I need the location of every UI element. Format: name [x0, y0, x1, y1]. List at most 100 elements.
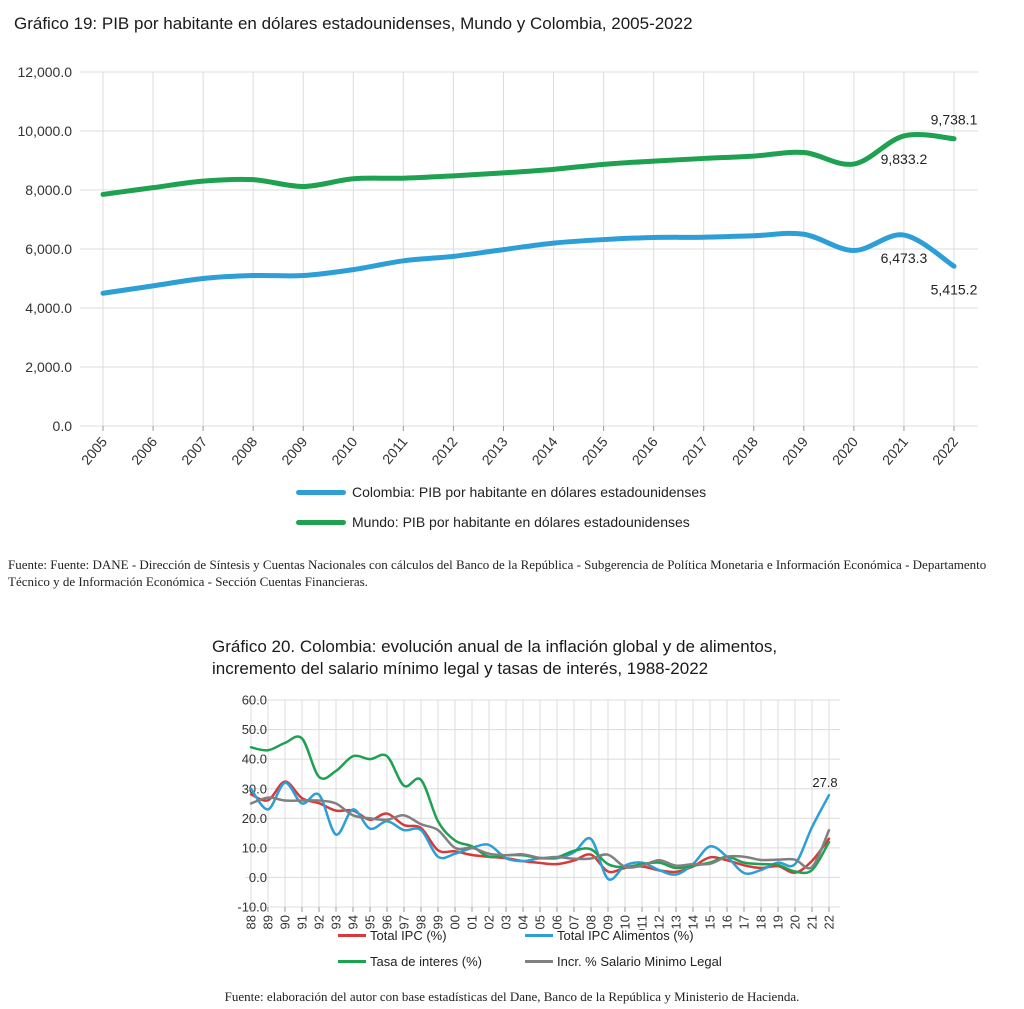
x-tick-label: 1996 — [380, 915, 395, 930]
legend-swatch — [525, 960, 553, 963]
x-tick-label: 2013 — [478, 433, 510, 467]
data-label: 27.8 — [812, 775, 837, 790]
y-tick-label: 6,000.0 — [25, 241, 72, 257]
x-tick-label: 1992 — [312, 915, 327, 930]
x-tick-label: 1997 — [397, 915, 412, 930]
x-tick-label: 2019 — [779, 433, 811, 467]
x-tick-label: 2008 — [584, 915, 599, 930]
y-tick-label: 40.0 — [242, 752, 267, 767]
x-tick-label: 2003 — [499, 915, 514, 930]
data-label: 9,738.1 — [931, 112, 978, 128]
chart19-source: Fuente: Fuente: DANE - Dirección de Sínt… — [8, 557, 987, 589]
x-tick-label: 2022 — [929, 433, 961, 467]
x-tick-label: 2007 — [567, 915, 582, 930]
x-tick-label: 2017 — [737, 915, 752, 930]
x-tick-label: 2013 — [669, 915, 684, 930]
chart19-title: Gráfico 19: PIB por habitante en dólares… — [14, 14, 693, 33]
legend-swatch — [338, 960, 366, 963]
x-tick-label: 2017 — [679, 433, 711, 467]
x-tick-label: 2020 — [829, 433, 861, 467]
data-label: 6,473.3 — [881, 250, 928, 266]
chart20-plot: -10.0 0.0 10.0 20.0 30.0 40.0 50.0 60.0 1988 1989… — [237, 693, 840, 930]
y-tick-label: -10.0 — [237, 900, 267, 915]
x-tick-label: 1999 — [431, 915, 446, 930]
legend-label: Mundo: PIB por habitante en dólares esta… — [352, 514, 690, 530]
x-tick-label: 2005 — [78, 433, 110, 467]
series-line-4 — [249, 796, 831, 870]
y-tick-label: 50.0 — [242, 722, 267, 737]
series-line-1 — [100, 230, 957, 296]
x-tick-label: 1988 — [244, 915, 259, 930]
x-tick-label: 1990 — [278, 915, 293, 930]
series-line-2 — [100, 132, 957, 197]
x-tick-label: 2011 — [379, 433, 411, 467]
legend-item-2: Total IPC Alimentos (%) — [525, 928, 694, 943]
chart20-title-line1: Gráfico 20. Colombia: evolución anual de… — [212, 637, 778, 656]
data-label: 5,415.2 — [931, 281, 978, 297]
chart19-plot: 0.0 2,000.0 4,000.0 6,000.0 8,000.0 10,000.0 1… — [18, 64, 978, 468]
x-tick-label: 2000 — [448, 915, 463, 930]
x-tick-label: 2002 — [482, 915, 497, 930]
x-tick-label: 2016 — [720, 915, 735, 930]
x-tick-label: 2012 — [652, 915, 667, 930]
x-tick-label: 2010 — [328, 433, 360, 467]
y-tick-label: 10.0 — [242, 840, 267, 855]
data-label: 9,833.2 — [881, 151, 928, 167]
legend-item-1: Total IPC (%) — [338, 928, 447, 943]
y-tick-label: 10,000.0 — [18, 123, 73, 139]
x-tick-label: 2015 — [579, 433, 611, 467]
x-tick-label: 2010 — [618, 915, 633, 930]
x-tick-label: 2001 — [465, 915, 480, 930]
x-tick-label: 2021 — [879, 433, 911, 467]
legend-swatch — [296, 489, 346, 495]
legend-label: Total IPC (%) — [370, 928, 447, 943]
y-tick-label: 4,000.0 — [25, 300, 72, 316]
y-tick-label: 0.0 — [249, 870, 267, 885]
x-tick-label: 2021 — [805, 915, 820, 930]
legend-label: Tasa de interes (%) — [370, 954, 482, 969]
x-tick-label: 2015 — [703, 915, 718, 930]
x-tick-label: 2006 — [550, 915, 565, 930]
chart20-source: Fuente: elaboración del autor con base e… — [224, 989, 800, 1004]
y-tick-label: 12,000.0 — [18, 64, 73, 80]
x-tick-label: 2011 — [635, 915, 650, 930]
y-tick-label: 60.0 — [242, 693, 267, 708]
chart20-title: Gráfico 20. Colombia: evolución anual de… — [212, 636, 777, 680]
y-tick-label: 20.0 — [242, 811, 267, 826]
chart20-title-line2: incremento del salario mínimo legal y ta… — [212, 659, 709, 678]
x-tick-label: 1998 — [414, 915, 429, 930]
legend-item-2: Mundo: PIB por habitante en dólares esta… — [296, 514, 690, 530]
x-tick-label: 2022 — [822, 915, 837, 930]
x-tick-label: 2005 — [533, 915, 548, 930]
x-tick-label: 2020 — [788, 915, 803, 930]
x-tick-label: 2004 — [516, 915, 531, 930]
x-tick-label: 2012 — [428, 433, 460, 467]
x-tick-label: 2016 — [629, 433, 661, 467]
legend-label: Colombia: PIB por habitante en dólares e… — [352, 484, 707, 500]
x-tick-label: 2014 — [528, 433, 560, 467]
y-tick-label: 2,000.0 — [25, 359, 72, 375]
x-tick-label: 2007 — [178, 433, 210, 467]
legend-swatch — [296, 519, 346, 525]
y-tick-label: 30.0 — [242, 781, 267, 796]
legend-swatch — [525, 934, 553, 937]
x-tick-label: 2019 — [771, 915, 786, 930]
legend-item-1: Colombia: PIB por habitante en dólares e… — [296, 484, 706, 500]
x-tick-label: 2008 — [228, 433, 260, 467]
legend-item-3: Tasa de interes (%) — [338, 954, 482, 969]
x-tick-label: 1993 — [329, 915, 344, 930]
x-tick-label: 1989 — [261, 915, 276, 930]
legend-label: Total IPC Alimentos (%) — [557, 928, 694, 943]
x-tick-label: 2006 — [128, 433, 160, 467]
x-tick-label: 1991 — [295, 915, 310, 930]
x-tick-label: 2014 — [686, 915, 701, 930]
legend-label: Incr. % Salario Minimo Legal — [557, 954, 722, 969]
y-tick-label: 0.0 — [53, 418, 73, 434]
x-tick-label: 1994 — [346, 915, 361, 930]
legend-item-4: Incr. % Salario Minimo Legal — [525, 954, 722, 969]
x-tick-label: 2009 — [601, 915, 616, 930]
y-tick-label: 8,000.0 — [25, 182, 72, 198]
x-tick-label: 1995 — [363, 915, 378, 930]
x-tick-label: 2009 — [278, 433, 310, 467]
x-tick-label: 2018 — [754, 915, 769, 930]
